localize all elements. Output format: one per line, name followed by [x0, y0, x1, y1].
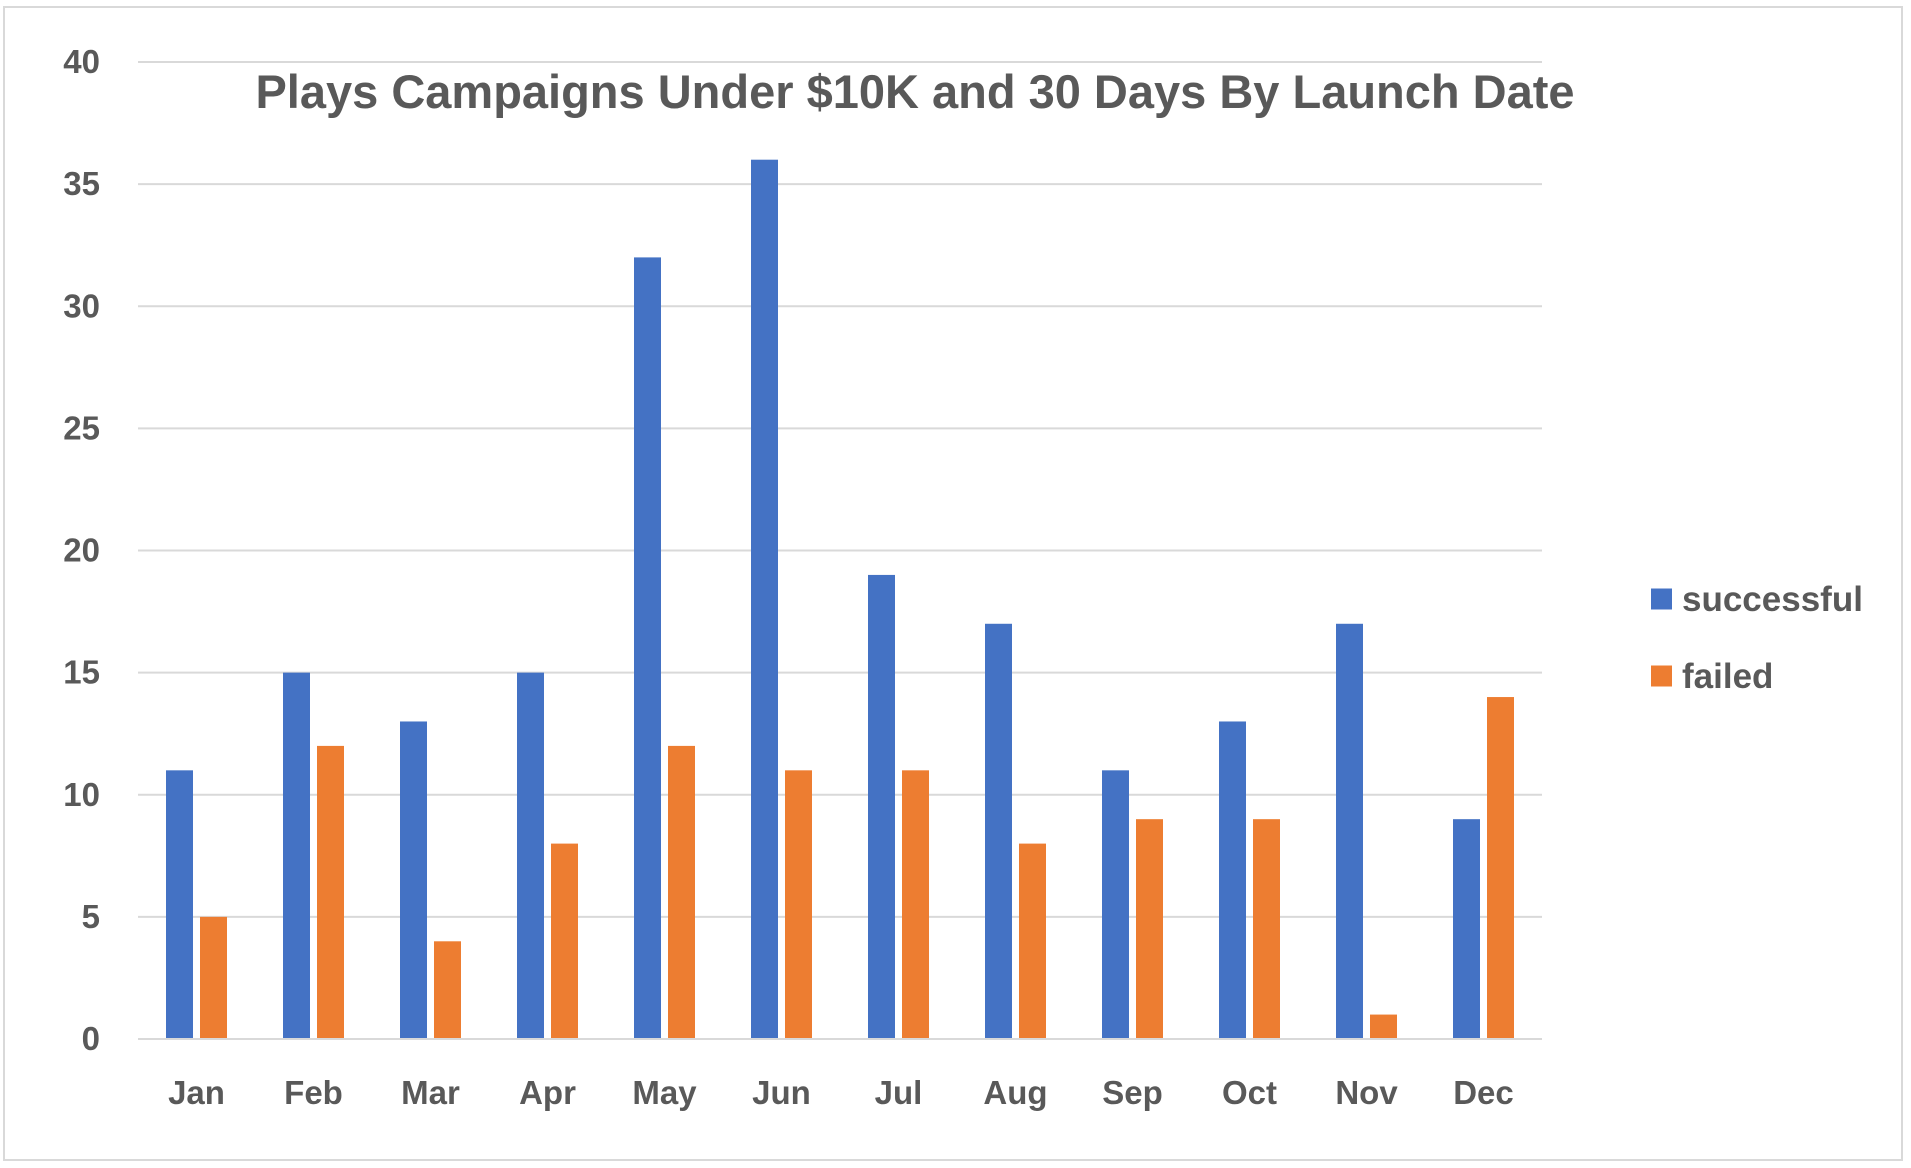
- x-tick-label: Oct: [1222, 1074, 1277, 1111]
- x-tick-label: Jun: [752, 1074, 811, 1111]
- legend-label-successful: successful: [1682, 580, 1863, 619]
- x-tick-label: Nov: [1335, 1074, 1398, 1111]
- bar-successful-oct: [1219, 721, 1246, 1039]
- bar-failed-jan: [200, 916, 227, 1039]
- x-tick-label: Sep: [1102, 1074, 1163, 1111]
- x-tick-label: Apr: [519, 1074, 576, 1111]
- y-axis-tick-labels: 0 5 10 15 20 25 30 35 40: [63, 43, 100, 1057]
- bar-failed-may: [668, 745, 695, 1039]
- y-tick-label: 10: [63, 776, 100, 813]
- y-tick-label: 30: [63, 287, 100, 324]
- bar-successful-aug: [985, 623, 1012, 1039]
- y-tick-label: 0: [82, 1020, 100, 1057]
- bar-failed-sep: [1136, 819, 1163, 1039]
- legend-swatch-successful: [1651, 588, 1672, 610]
- bar-failed-mar: [434, 941, 461, 1039]
- bar-successful-dec: [1453, 819, 1480, 1039]
- bar-successful-jun: [751, 159, 778, 1039]
- bar-failed-aug: [1019, 843, 1046, 1039]
- bar-failed-oct: [1253, 819, 1280, 1039]
- bar-successful-feb: [283, 672, 310, 1039]
- bar-successful-sep: [1102, 770, 1129, 1039]
- bar-successful-mar: [400, 721, 427, 1039]
- y-tick-label: 25: [63, 409, 100, 446]
- bar-successful-nov: [1336, 623, 1363, 1039]
- bar-failed-apr: [551, 843, 578, 1039]
- bar-successful-apr: [517, 672, 544, 1039]
- x-tick-label: Jul: [875, 1074, 923, 1111]
- x-tick-label: Feb: [284, 1074, 343, 1111]
- y-tick-label: 35: [63, 165, 100, 202]
- bar-successful-may: [634, 257, 661, 1039]
- chart-title: Plays Campaigns Under $10K and 30 Days B…: [255, 65, 1574, 118]
- x-tick-label: Jan: [168, 1074, 225, 1111]
- x-tick-label: Dec: [1453, 1074, 1514, 1111]
- gridlines: [138, 61, 1542, 918]
- x-tick-label: Mar: [401, 1074, 460, 1111]
- y-tick-label: 5: [82, 898, 100, 935]
- x-tick-label: Aug: [983, 1074, 1047, 1111]
- x-axis-tick-labels: Jan Feb Mar Apr May Jun Jul Aug Sep Oct Nov Dec: [168, 1074, 1514, 1111]
- bar-successful-jan: [166, 770, 193, 1039]
- legend-label-failed: failed: [1682, 657, 1773, 696]
- x-tick-label: May: [632, 1074, 697, 1111]
- y-tick-label: 40: [63, 43, 100, 80]
- bar-failed-nov: [1370, 1014, 1397, 1039]
- bar-successful-jul: [868, 574, 895, 1039]
- y-tick-label: 20: [63, 532, 100, 569]
- bar-failed-feb: [317, 745, 344, 1039]
- bar-failed-jun: [785, 770, 812, 1039]
- bars: [166, 159, 1514, 1039]
- legend: successful failed: [1651, 580, 1863, 696]
- bar-failed-dec: [1487, 697, 1514, 1039]
- legend-swatch-failed: [1651, 665, 1672, 687]
- y-tick-label: 15: [63, 654, 100, 691]
- bar-failed-jul: [902, 770, 929, 1039]
